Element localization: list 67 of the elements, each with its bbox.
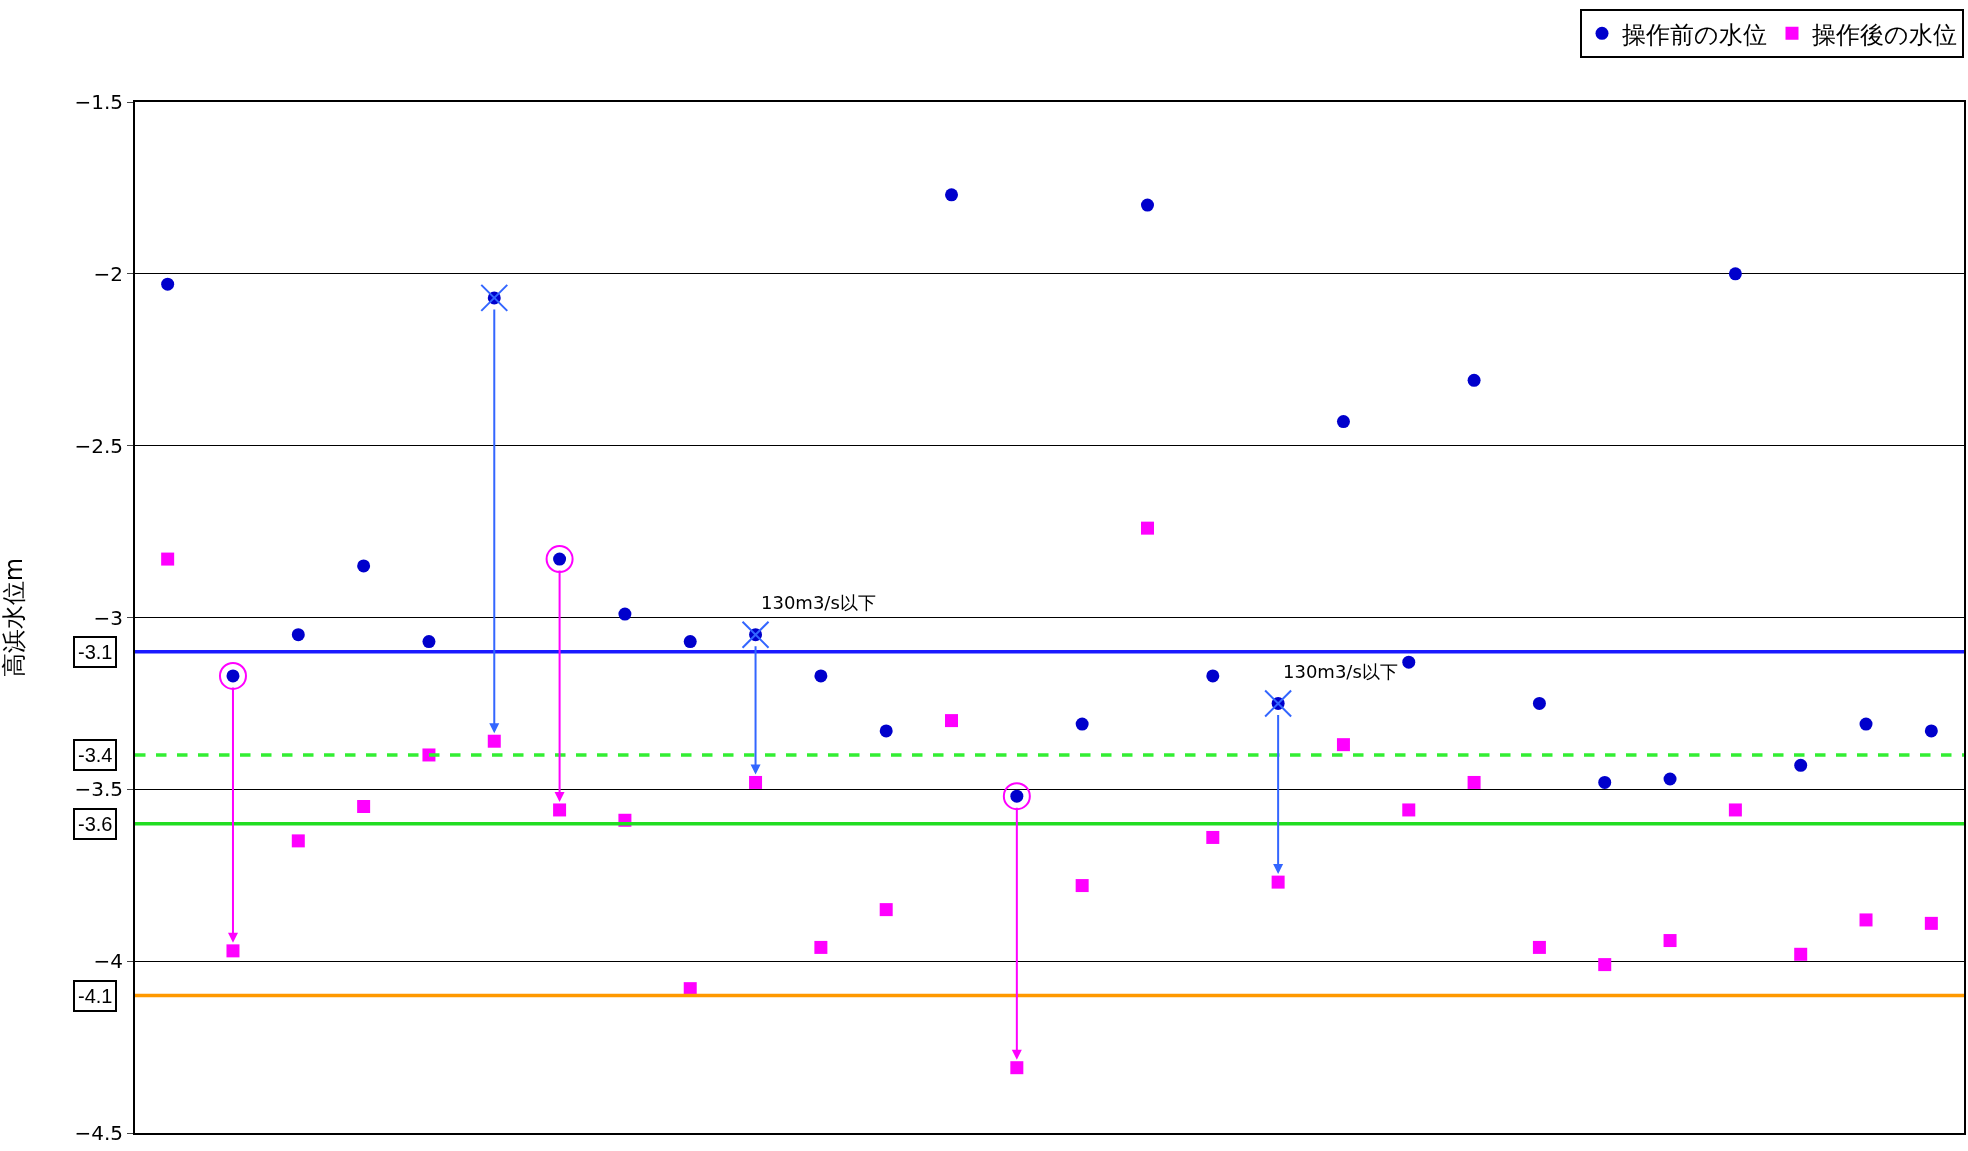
legend-label: 操作前の水位 — [1622, 20, 1767, 49]
point — [1924, 724, 1938, 738]
point — [1794, 947, 1808, 961]
point — [487, 734, 501, 748]
point — [749, 775, 763, 789]
point — [1598, 958, 1612, 972]
point — [1467, 373, 1481, 387]
point — [879, 724, 893, 738]
point — [226, 944, 240, 958]
point — [945, 188, 959, 202]
point — [1532, 696, 1546, 710]
point — [1794, 758, 1808, 772]
point — [1728, 803, 1742, 817]
point — [1140, 198, 1154, 212]
point — [1336, 738, 1350, 752]
point — [1002, 782, 1031, 811]
point — [814, 669, 828, 683]
point — [1206, 830, 1220, 844]
y-tick-label: −4 — [93, 949, 123, 974]
point — [1663, 772, 1677, 786]
point — [218, 661, 247, 690]
point — [422, 635, 436, 649]
point — [1598, 775, 1612, 789]
point — [1402, 803, 1416, 817]
point — [1206, 669, 1220, 683]
y-tick-label: −4.5 — [74, 1121, 123, 1145]
point — [1402, 655, 1416, 669]
y-tick-label: −1.5 — [74, 90, 123, 114]
y-axis-title: 高浜水位m — [0, 557, 28, 678]
point — [161, 552, 175, 566]
point — [1075, 717, 1089, 731]
point — [1859, 913, 1873, 927]
y-tick-label: −3 — [93, 605, 123, 630]
annotation: 130m3/s以下 — [1283, 661, 1398, 682]
point — [545, 545, 574, 574]
point — [357, 559, 371, 573]
point — [1859, 717, 1873, 731]
point — [1924, 916, 1938, 930]
point — [1467, 775, 1481, 789]
y-tick-label: −2.5 — [74, 433, 123, 458]
point — [1140, 521, 1154, 535]
point — [1532, 940, 1546, 954]
annotation: 130m3/s以下 — [761, 592, 876, 613]
ref-line-label: -3.6 — [78, 813, 113, 835]
ref-line-label: -3.1 — [78, 641, 113, 663]
point — [879, 903, 893, 917]
point — [291, 628, 305, 642]
ref-line-label: -4.1 — [78, 985, 113, 1007]
point — [1663, 934, 1677, 948]
point — [945, 714, 959, 728]
legend-label: 操作後の水位 — [1812, 20, 1957, 49]
point — [161, 277, 175, 291]
point — [683, 982, 697, 996]
point — [814, 940, 828, 954]
point — [1336, 415, 1350, 429]
y-tick-label: −3.5 — [74, 777, 123, 802]
point — [1010, 1061, 1024, 1075]
point — [291, 834, 305, 848]
ref-line-label: -3.4 — [78, 744, 113, 766]
y-tick-label: −2 — [93, 261, 123, 286]
point — [357, 800, 371, 814]
point — [553, 803, 567, 817]
point — [618, 607, 632, 621]
point — [1271, 875, 1285, 889]
point — [683, 635, 697, 649]
point — [1728, 267, 1742, 281]
point — [1075, 879, 1089, 893]
